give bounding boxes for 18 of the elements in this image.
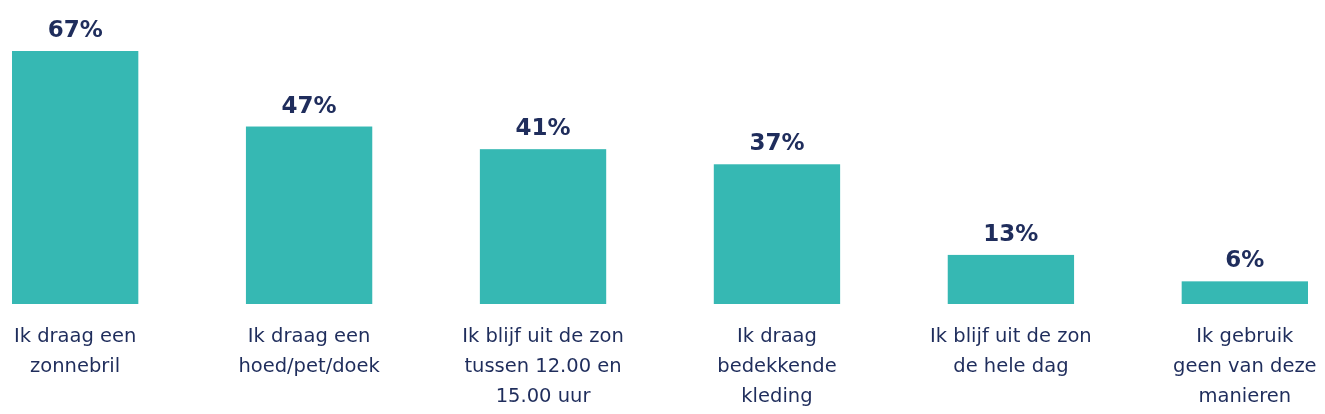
data-label: 67%: [47, 16, 103, 42]
data-label: 37%: [749, 129, 805, 156]
x-tick-label: Ik gebruik geen van deze manieren: [1173, 324, 1317, 407]
x-tick-label: Ik blijf uit de zon de hele dag: [930, 324, 1092, 377]
data-label: 13%: [983, 219, 1039, 246]
bar: [947, 254, 1075, 304]
x-tick-label: Ik draag een hoed/pet/doek: [238, 324, 381, 377]
x-tick-label: Ik draag een zonnebril: [13, 324, 137, 377]
data-label: 41%: [515, 114, 571, 141]
data-label: 6%: [1225, 246, 1265, 273]
x-tick-label: Ik blijf uit de zon tussen 12.00 en 15.00 uur: [462, 324, 624, 407]
x-tick-label: Ik draag bedekkende kleding: [717, 324, 837, 407]
bar: [479, 149, 607, 304]
bar: [713, 164, 841, 304]
bar: [12, 51, 139, 304]
bar: [245, 126, 373, 304]
bar: [1181, 281, 1309, 304]
data-label: 47%: [281, 91, 337, 118]
